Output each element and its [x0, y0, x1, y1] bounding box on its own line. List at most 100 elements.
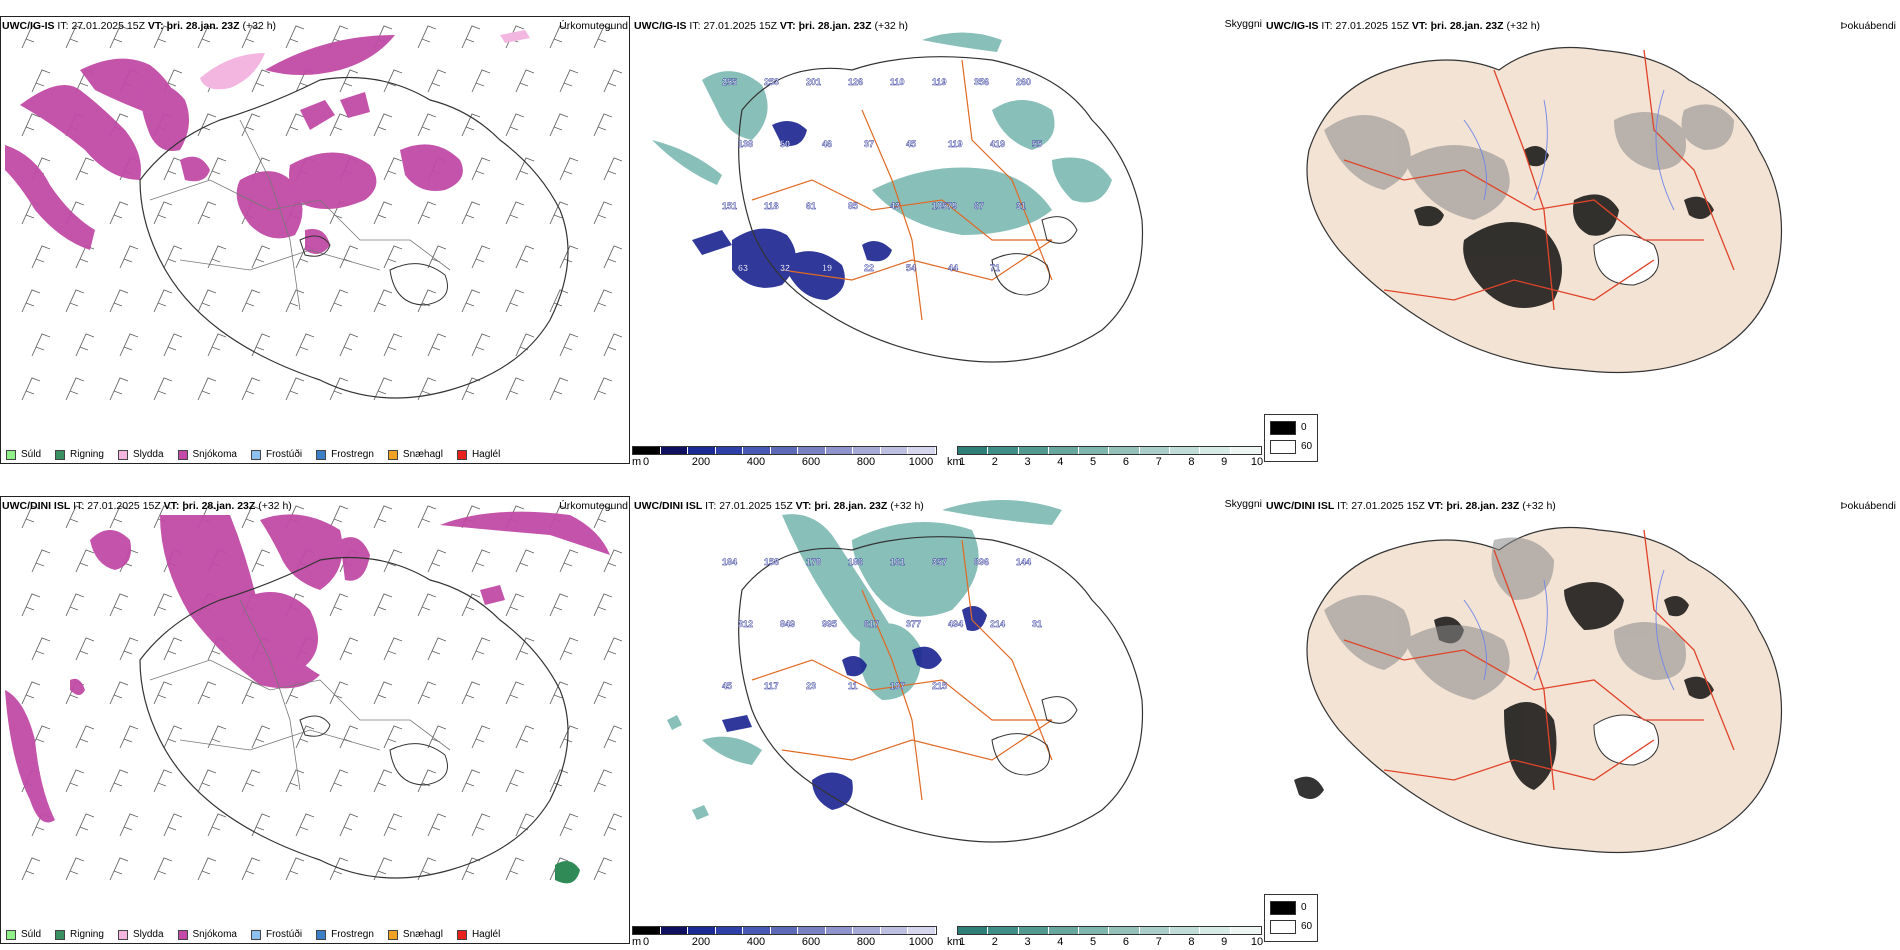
- ceiling-value-label: 144: [1016, 557, 1031, 567]
- colorbar-tick: 9: [1221, 936, 1228, 948]
- wind-barb: [329, 769, 349, 793]
- colorbar-tick: 2: [991, 936, 998, 948]
- wind-barb: [109, 201, 129, 225]
- wind-barb: [153, 377, 173, 401]
- legend-label: Rigning: [70, 929, 104, 940]
- wind-barb: [109, 25, 129, 49]
- ceiling-value-label: 54: [906, 263, 916, 273]
- rivers: [1463, 89, 1675, 211]
- wind-barb: [197, 201, 217, 225]
- wind-barb: [75, 333, 95, 357]
- legend-swatch: [6, 449, 16, 460]
- colorbar-tick: 600: [801, 456, 821, 468]
- wind-barb: [471, 157, 491, 181]
- ceiling-value-label: 110: [890, 77, 905, 87]
- ceiling-colorbar: m 0 200 400 600 800 1000: [632, 926, 937, 948]
- wind-barb: [153, 681, 173, 705]
- wind-barb: [153, 201, 173, 225]
- legend-label: Frostregn: [331, 449, 374, 460]
- colorbar-tick: 800: [856, 456, 876, 468]
- wind-barb: [515, 245, 535, 269]
- legend-label: Rigning: [70, 449, 104, 460]
- wind-barb: [295, 333, 315, 357]
- visibility-panel: 255 253 201 126 110 119 356 260 138 50 46 37 45 119 41…: [632, 0, 1264, 470]
- colorbar-tick: 200: [691, 936, 711, 948]
- wind-barb: [251, 813, 271, 837]
- ceiling-value-labels: 255 253 201 126 110 119 356 260 138 50 46 37 45 119 41…: [722, 77, 1042, 273]
- wind-barb: [31, 725, 51, 749]
- model-row-dini: UWC/DINI ISL IT: 27.01.2025 15Z VT: þri.…: [0, 480, 1900, 950]
- glaciers: [991, 696, 1078, 776]
- legend-swatch: [55, 449, 66, 460]
- wind-barb: [559, 333, 579, 357]
- colorbar-tick: 9: [1221, 456, 1228, 468]
- colorbar-tick: 0: [642, 936, 650, 948]
- wind-barb: [427, 813, 447, 837]
- wind-barb: [207, 333, 227, 357]
- legend-item: Rigning: [55, 449, 104, 460]
- ceiling-value-label: 22: [864, 263, 874, 273]
- fog-key: 0 60: [1264, 894, 1318, 942]
- wind-barb: [549, 681, 569, 705]
- wind-barb: [461, 681, 481, 705]
- colorbar-tick: 3: [1024, 936, 1031, 948]
- legend-label: Haglél: [471, 929, 501, 940]
- legend-label: Haglél: [471, 449, 501, 460]
- wind-barb: [295, 813, 315, 837]
- colorbar-tick: 4: [1057, 936, 1064, 948]
- ceiling-value-label: 201: [806, 77, 821, 87]
- map-frame: [0, 496, 630, 944]
- colorbar-tick: 6: [1122, 456, 1129, 468]
- colorbar-unit: km: [947, 936, 962, 948]
- wind-barb: [329, 289, 349, 313]
- wind-barb: [427, 69, 447, 93]
- wind-barb: [593, 25, 613, 49]
- wind-barb: [603, 333, 623, 357]
- wind-barb: [197, 377, 217, 401]
- wind-barb: [549, 377, 569, 401]
- wind-barb: [559, 813, 579, 837]
- wind-barb: [549, 25, 569, 49]
- legend-label: Slydda: [132, 449, 164, 460]
- precip-type-panel: UWC/IG-IS IT: 27.01.2025 15Z VT: þri. 28…: [0, 0, 632, 470]
- colorbar-tick: 1000: [908, 456, 934, 468]
- legend-item: Frostregn: [316, 449, 374, 460]
- wind-barb: [75, 725, 95, 749]
- wind-barb: [197, 113, 217, 137]
- wind-barb: [593, 377, 613, 401]
- wind-barb: [559, 725, 579, 749]
- low-ceiling-areas: [722, 606, 987, 810]
- wind-barb: [383, 813, 403, 837]
- wind-barb: [163, 813, 183, 837]
- ceiling-value-label: 356: [974, 77, 989, 87]
- panel-title: UWC/DINI ISL IT: 27.01.2025 15Z VT: þri.…: [634, 500, 924, 512]
- wind-barb: [461, 769, 481, 793]
- wind-barb: [383, 637, 403, 661]
- legend-item: Frostúði: [250, 449, 302, 460]
- ceiling-value-label: 617: [864, 619, 879, 629]
- colorbar-tick: 8: [1188, 456, 1195, 468]
- glaciers: [299, 235, 448, 306]
- wind-barb: [603, 813, 623, 837]
- ceiling-value-label: 260: [1016, 77, 1031, 87]
- colorbar-tick: 8: [1188, 936, 1195, 948]
- wind-barb: [251, 333, 271, 357]
- legend-swatch: [177, 929, 188, 940]
- colorbar-strip: [632, 446, 937, 455]
- colorbar-tick: 10: [1250, 456, 1264, 468]
- ceiling-value-label: 119: [932, 77, 947, 87]
- wind-barb: [417, 25, 437, 49]
- wind-barb: [21, 377, 41, 401]
- wind-barb: [75, 245, 95, 269]
- field-name: Úrkomutegund: [559, 500, 628, 512]
- wind-barb: [21, 505, 41, 529]
- colorbar-tick: 400: [746, 456, 766, 468]
- wind-barb: [163, 725, 183, 749]
- ceiling-value-label: 186: [848, 557, 863, 567]
- colorbar-unit: m: [632, 456, 642, 468]
- colorbar-unit: km: [947, 456, 962, 468]
- legend-swatch: [456, 449, 467, 460]
- wind-barb: [65, 769, 85, 793]
- wind-barb: [21, 681, 41, 705]
- wind-barb: [21, 25, 41, 49]
